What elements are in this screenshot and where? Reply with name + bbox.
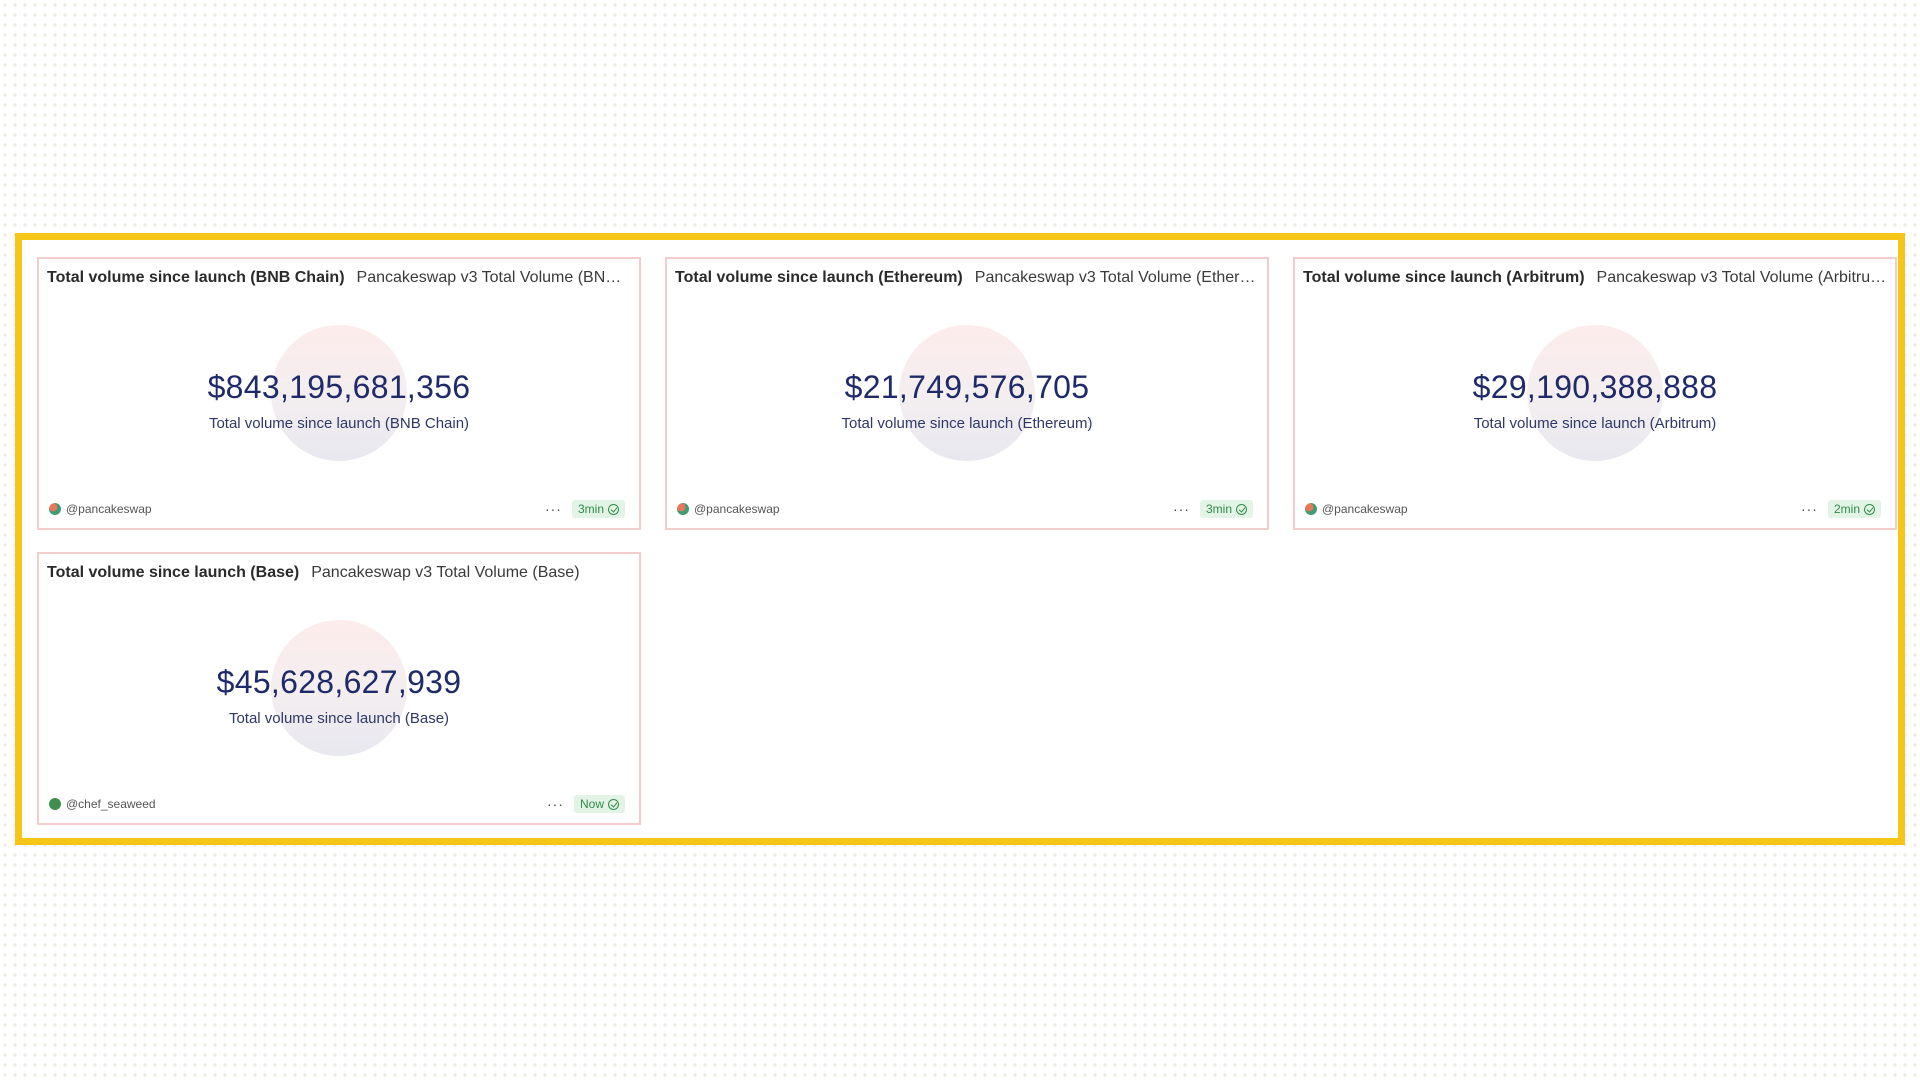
card-header: Total volume since launch (Ethereum) Pan… — [675, 269, 1259, 287]
background-bubble — [1527, 325, 1663, 461]
card-footer: @pancakeswap ··· 3min — [49, 500, 625, 518]
card-body: $45,628,627,939 Total volume since launc… — [39, 620, 639, 756]
metric-label: Total volume since launch (BNB Chain) — [208, 415, 470, 432]
footer-right: ··· 3min — [1173, 500, 1253, 518]
freshness-text: Now — [579, 797, 604, 811]
author-link[interactable]: @pancakeswap — [1305, 502, 1408, 516]
metric-label: Total volume since launch (Ethereum) — [841, 415, 1093, 432]
card-subtitle[interactable]: Pancakeswap v3 Total Volume (Base) — [311, 564, 580, 581]
metric-value: $45,628,627,939 — [216, 664, 462, 700]
freshness-badge[interactable]: 2min — [1827, 500, 1881, 518]
freshness-text: 3min — [577, 502, 604, 516]
card-title[interactable]: Total volume since launch (Base) — [47, 564, 300, 581]
card-title[interactable]: Total volume since launch (BNB Chain) — [47, 269, 345, 286]
check-circle-icon — [608, 798, 619, 810]
card-footer: @pancakeswap ··· 2min — [1305, 500, 1881, 518]
author-name: @pancakeswap — [66, 502, 152, 516]
avatar — [1305, 503, 1317, 515]
card-header: Total volume since launch (Base) Pancake… — [47, 564, 631, 582]
card-body: $843,195,681,356 Total volume since laun… — [39, 325, 639, 461]
card-footer: @pancakeswap ··· 3min — [677, 500, 1253, 518]
background-bubble — [271, 620, 407, 756]
author-name: @pancakeswap — [694, 502, 780, 516]
avatar — [677, 503, 689, 515]
more-options-icon[interactable]: ··· — [544, 501, 562, 517]
counter-card-base[interactable]: Total volume since launch (Base) Pancake… — [37, 552, 641, 825]
counter-card-ethereum[interactable]: Total volume since launch (Ethereum) Pan… — [665, 257, 1269, 530]
dashboard-grid: Total volume since launch (BNB Chain) Pa… — [37, 257, 1897, 825]
author-name: @chef_seaweed — [66, 797, 156, 811]
card-body: $21,749,576,705 Total volume since launc… — [667, 325, 1267, 461]
counter-card-bnb-chain[interactable]: Total volume since launch (BNB Chain) Pa… — [37, 257, 641, 530]
card-title[interactable]: Total volume since launch (Ethereum) — [675, 269, 963, 286]
metric-value: $29,190,388,888 — [1472, 369, 1718, 405]
more-options-icon[interactable]: ··· — [1172, 501, 1190, 517]
more-options-icon[interactable]: ··· — [546, 796, 564, 812]
check-circle-icon — [1236, 503, 1247, 515]
footer-right: ··· 3min — [545, 500, 625, 518]
card-subtitle[interactable]: Pancakeswap v3 Total Volume (Ethereu... — [974, 269, 1259, 286]
freshness-badge[interactable]: 3min — [571, 500, 625, 518]
metric-label: Total volume since launch (Base) — [228, 710, 450, 727]
metric-value: $843,195,681,356 — [207, 369, 471, 405]
author-link[interactable]: @chef_seaweed — [49, 797, 156, 811]
author-link[interactable]: @pancakeswap — [49, 502, 152, 516]
background-bubble — [899, 325, 1035, 461]
freshness-text: 3min — [1205, 502, 1232, 516]
author-link[interactable]: @pancakeswap — [677, 502, 780, 516]
metric-value: $21,749,576,705 — [844, 369, 1090, 405]
card-subtitle[interactable]: Pancakeswap v3 Total Volume (BNB Ch... — [356, 269, 631, 286]
freshness-badge[interactable]: Now — [573, 795, 625, 813]
freshness-badge[interactable]: 3min — [1199, 500, 1253, 518]
counter-card-arbitrum[interactable]: Total volume since launch (Arbitrum) Pan… — [1293, 257, 1897, 530]
card-subtitle[interactable]: Pancakeswap v3 Total Volume (Arbitrum) — [1596, 269, 1887, 286]
background-bubble — [271, 325, 407, 461]
card-header: Total volume since launch (BNB Chain) Pa… — [47, 269, 631, 287]
metric-label: Total volume since launch (Arbitrum) — [1473, 415, 1717, 432]
freshness-text: 2min — [1833, 502, 1860, 516]
avatar — [49, 503, 61, 515]
check-circle-icon — [1864, 503, 1875, 515]
more-options-icon[interactable]: ··· — [1800, 501, 1818, 517]
card-footer: @chef_seaweed ··· Now — [49, 795, 625, 813]
footer-right: ··· Now — [547, 795, 625, 813]
card-title[interactable]: Total volume since launch (Arbitrum) — [1303, 269, 1585, 286]
card-header: Total volume since launch (Arbitrum) Pan… — [1303, 269, 1887, 287]
highlight-frame: Total volume since launch (BNB Chain) Pa… — [15, 233, 1905, 845]
avatar — [49, 798, 61, 810]
card-body: $29,190,388,888 Total volume since launc… — [1295, 325, 1895, 461]
author-name: @pancakeswap — [1322, 502, 1408, 516]
check-circle-icon — [608, 503, 619, 515]
footer-right: ··· 2min — [1801, 500, 1881, 518]
